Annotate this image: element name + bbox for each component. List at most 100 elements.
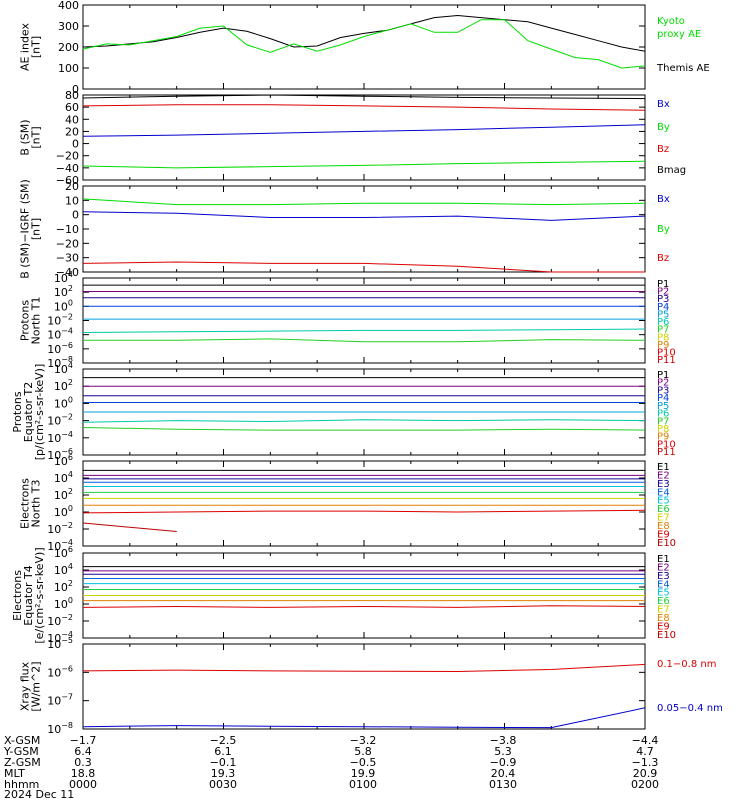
y-tick-label: −40 [56,266,79,279]
ephemeris-value: 0100 [349,778,377,791]
ephemeris-value: 20.9 [633,767,658,780]
y-axis-label: North T3 [30,480,43,528]
ephemeris-value: −1.7 [70,734,97,747]
y-axis-label: North T1 [30,297,43,345]
panel-frame [82,460,646,547]
legend-item: P5 [657,309,669,320]
legend-item: Bz [657,253,669,264]
ephemeris-value: −1.3 [632,756,659,769]
y-axis-label: Electrons [19,478,32,529]
legend-item: By [657,224,670,235]
legend-item: P2 [657,378,669,389]
y-tick-label: 100 [54,298,73,313]
y-tick-label: 10−7 [47,693,73,708]
series-line-themis-ae [82,14,646,52]
y-tick-label: 10−4 [47,538,73,553]
ephemeris-value: −0.1 [210,756,237,769]
ephemeris-value: 0000 [69,778,97,791]
y-tick-label: 100 [54,395,73,410]
legend-item: E1 [657,554,670,565]
y-tick-label: 10−2 [47,613,73,628]
ephemeris-value: 5.3 [494,745,512,758]
legend-item: P8 [657,424,669,435]
legend-item: P11 [657,447,676,458]
legend-item: E6 [657,504,670,515]
legend-item: 0.1−0.8 nm [657,659,716,670]
ephemeris-row-label: X-GSM [4,734,40,747]
y-tick-label: 10−4 [47,630,73,645]
y-tick-label: 104 [54,361,73,376]
legend-item: P6 [657,317,669,328]
y-tick-label: 10−4 [47,327,73,342]
ephemeris-value: 19.9 [351,767,376,780]
series-line-0-05-0-4-nm [82,707,646,729]
y-tick-label: −60 [56,174,79,187]
ephemeris-value: −3.8 [490,734,517,747]
panel-xray: 10−5 10−6 10−7 10−8 Xray flux[W/m^2] 0.1−0.8 … [19,636,723,736]
legend-item: Bx [657,99,670,110]
series-line-e9 [82,605,646,608]
y-tick-label: 10−2 [47,413,73,428]
legend-item: P5 [657,401,669,412]
legend-item: Bz [657,144,669,155]
legend-item: Kyoto [657,16,685,27]
y-tick-label: 0 [72,138,79,151]
y-axis-label: [nT] [30,218,43,240]
ephemeris-value: 18.8 [71,767,96,780]
y-tick-label: 102 [54,284,73,299]
y-tick-label: 106 [54,453,73,468]
legend-item: E8 [657,521,670,532]
ephemeris-value: −4.4 [632,734,659,747]
ephemeris-value: 4.7 [636,745,654,758]
legend-item: P1 [657,279,669,290]
ephemeris-row-label: MLT [4,767,25,780]
y-axis-label: AE index [19,22,32,71]
y-axis-label: [W/m^2] [30,661,43,711]
y-tick-label: 104 [54,270,73,285]
series-line-bx [82,124,646,137]
ephemeris-value: 19.3 [211,767,236,780]
y-tick-label: 80 [65,89,79,102]
y-tick-label: 10 [65,194,79,207]
series-line-e10 [82,522,177,532]
panel-frame [82,277,646,364]
ephemeris-value: −0.5 [350,756,377,769]
y-tick-label: 100 [58,62,79,75]
ephemeris-value: −2.5 [210,734,237,747]
y-tick-label: −40 [56,162,79,175]
y-axis-label: Equator T4 [22,565,35,625]
panel-frame [82,4,646,90]
ephemeris-value: 0030 [209,778,237,791]
legend-item: P3 [657,294,669,305]
ephemeris-value: 6.1 [214,745,232,758]
legend-item: E4 [657,487,670,498]
y-tick-label: 104 [54,562,73,577]
y-tick-label: 10−6 [47,664,73,679]
y-tick-label: 102 [54,378,73,393]
legend-item: P11 [657,355,676,366]
y-axis-label: [p/(cm²-s-sr-keV)] [33,364,46,461]
legend-item: P10 [657,439,676,450]
legend-item: E7 [657,605,670,616]
series-line-bz [82,104,646,111]
y-tick-label: −20 [56,150,79,163]
y-tick-label: 102 [54,579,73,594]
legend-item: E5 [657,588,670,599]
legend-item: E5 [657,496,670,507]
y-tick-label: 20 [65,180,79,193]
legend-item: E10 [657,630,676,641]
y-tick-label: 102 [54,487,73,502]
legend-item: P6 [657,409,669,420]
series-line-p7 [83,338,646,343]
y-tick-label: 40 [65,113,79,126]
ephemeris-value: −3.2 [350,734,377,747]
y-tick-label: 300 [58,20,79,33]
legend-item: P4 [657,302,669,313]
y-tick-label: 100 [54,504,73,519]
ephemeris-table: X-GSM −1.7 −2.5 −3.2 −3.8 −4.4 Y-GSM 6.4 6.1 5.8 5… [3,734,659,800]
y-tick-label: 106 [54,545,73,560]
series-line-by [82,198,646,206]
